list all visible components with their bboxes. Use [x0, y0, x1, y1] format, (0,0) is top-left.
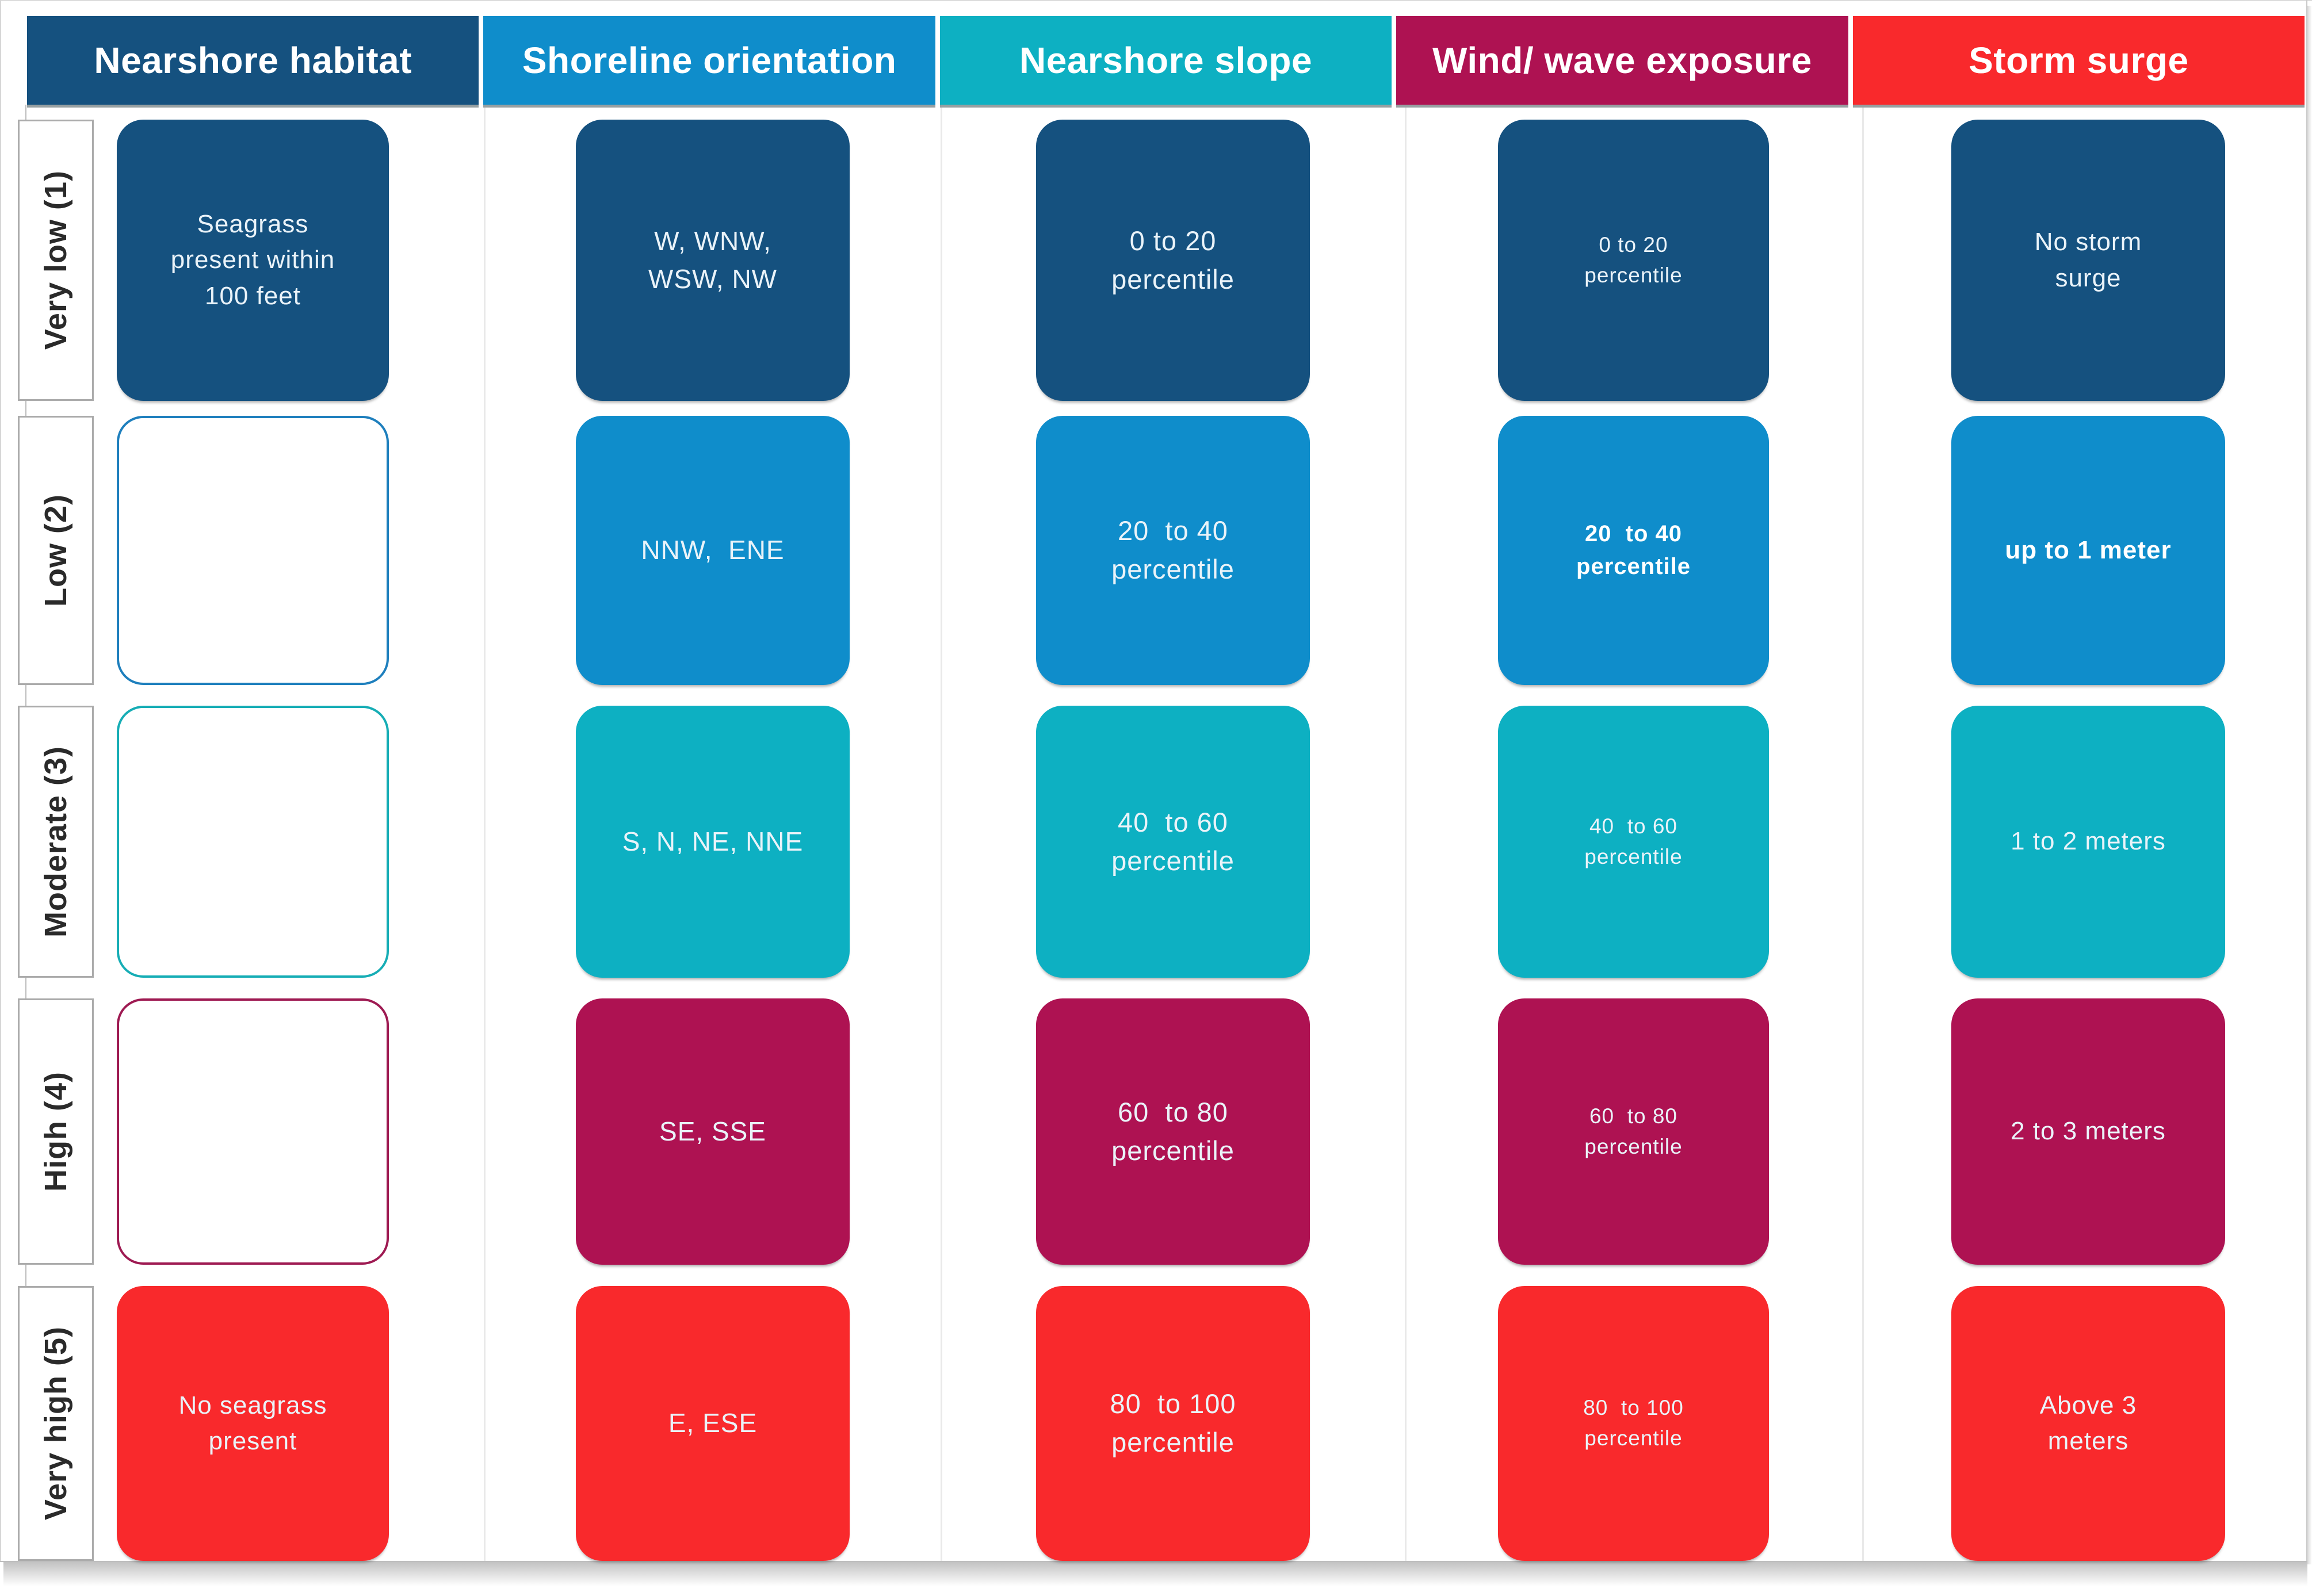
cell-text: 0 to 20 percentile: [1111, 225, 1235, 294]
row-label-very-low: Very low (1): [18, 120, 94, 401]
cell-storm-surge-very-high: Above 3 meters: [1951, 1286, 2225, 1561]
header-row: Nearshore habitat Shoreline orientation …: [27, 16, 2305, 105]
column-divider: [941, 105, 942, 1562]
cell-nearshore-slope-very-high: 80 to 100 percentile: [1036, 1286, 1310, 1561]
row-label-text: Moderate (3): [39, 745, 73, 938]
column-header-nearshore-habitat: Nearshore habitat: [27, 16, 479, 105]
row-label-low: Low (2): [18, 416, 94, 685]
column-divider: [1405, 105, 1407, 1562]
cell-nearshore-habitat-very-low: Seagrass present within 100 feet: [117, 120, 389, 401]
page-edge-right: [2306, 0, 2307, 1562]
cell-nearshore-slope-high: 60 to 80 percentile: [1036, 998, 1310, 1265]
cell-text: up to 1 meter: [2005, 535, 2172, 564]
cell-text: NNW, ENE: [641, 535, 785, 565]
row-label-text: Very high (5): [39, 1326, 73, 1521]
cell-wind-wave-exposure-very-high: 80 to 100 percentile: [1498, 1286, 1769, 1561]
cell-text: 40 to 60 percentile: [1584, 814, 1683, 868]
cell-nearshore-habitat-high-empty: [117, 998, 389, 1265]
cell-text: 20 to 40 percentile: [1576, 521, 1691, 579]
column-header-storm-surge: Storm surge: [1852, 16, 2305, 105]
cell-text: 60 to 80 percentile: [1111, 1096, 1235, 1166]
cell-text: No storm surge: [2034, 228, 2142, 292]
cell-storm-surge-high: 2 to 3 meters: [1951, 998, 2225, 1265]
column-divider: [1862, 105, 1864, 1562]
row-label-very-high: Very high (5): [18, 1286, 94, 1561]
row-label-text: Very low (1): [39, 170, 73, 350]
page-edge-top: [0, 0, 2312, 1]
cell-text: 80 to 100 percentile: [1110, 1388, 1236, 1457]
cell-wind-wave-exposure-very-low: 0 to 20 percentile: [1498, 120, 1769, 401]
cell-text: SE, SSE: [659, 1116, 766, 1146]
column-header-label: Storm surge: [1969, 40, 2189, 81]
cell-text: 60 to 80 percentile: [1584, 1104, 1683, 1158]
cell-storm-surge-moderate: 1 to 2 meters: [1951, 706, 2225, 978]
cell-text: 0 to 20 percentile: [1584, 232, 1683, 287]
cell-text: 80 to 100 percentile: [1583, 1396, 1684, 1450]
cell-shoreline-orientation-very-high: E, ESE: [576, 1286, 850, 1561]
cell-text: 1 to 2 meters: [2011, 827, 2166, 856]
cell-text: 40 to 60 percentile: [1111, 806, 1235, 876]
cell-text: Seagrass present within 100 feet: [170, 209, 335, 310]
cell-text: Above 3 meters: [2039, 1391, 2137, 1455]
cell-wind-wave-exposure-low: 20 to 40 percentile: [1498, 416, 1769, 685]
page-edge-left: [0, 0, 1, 1562]
cell-storm-surge-very-low: No storm surge: [1951, 120, 2225, 401]
page-edge-bottom: [0, 1561, 2307, 1562]
cell-storm-surge-low: up to 1 meter: [1951, 416, 2225, 685]
page-shadow-right: [2307, 6, 2312, 1564]
cell-nearshore-habitat-very-high: No seagrass present: [117, 1286, 389, 1561]
column-header-label: Nearshore habitat: [94, 40, 412, 81]
row-label-high: High (4): [18, 998, 94, 1265]
cell-shoreline-orientation-moderate: S, N, NE, NNE: [576, 706, 850, 978]
cell-shoreline-orientation-very-low: W, WNW, WSW, NW: [576, 120, 850, 401]
cell-text: 2 to 3 meters: [2011, 1117, 2166, 1146]
cell-wind-wave-exposure-high: 60 to 80 percentile: [1498, 998, 1769, 1265]
cell-nearshore-habitat-moderate-empty: [117, 706, 389, 978]
cell-nearshore-slope-low: 20 to 40 percentile: [1036, 416, 1310, 685]
column-header-label: Wind/ wave exposure: [1432, 40, 1812, 81]
row-label-text: High (4): [39, 1071, 73, 1192]
cell-shoreline-orientation-high: SE, SSE: [576, 998, 850, 1265]
cell-wind-wave-exposure-moderate: 40 to 60 percentile: [1498, 706, 1769, 978]
cell-text: E, ESE: [668, 1408, 758, 1438]
row-label-moderate: Moderate (3): [18, 706, 94, 978]
column-header-nearshore-slope: Nearshore slope: [939, 16, 1392, 105]
cell-text: 20 to 40 percentile: [1111, 515, 1235, 584]
page-shadow-bottom: [3, 1562, 2307, 1586]
cell-shoreline-orientation-low: NNW, ENE: [576, 416, 850, 685]
cell-text: S, N, NE, NNE: [622, 826, 804, 856]
column-header-shoreline-orientation: Shoreline orientation: [483, 16, 935, 105]
column-header-wind-wave-exposure: Wind/ wave exposure: [1396, 16, 1848, 105]
cell-text: No seagrass present: [178, 1391, 327, 1455]
cell-nearshore-slope-moderate: 40 to 60 percentile: [1036, 706, 1310, 978]
cell-text: W, WNW, WSW, NW: [648, 226, 778, 294]
row-label-text: Low (2): [39, 494, 73, 607]
column-header-label: Nearshore slope: [1019, 40, 1313, 81]
cell-nearshore-slope-very-low: 0 to 20 percentile: [1036, 120, 1310, 401]
column-header-label: Shoreline orientation: [522, 40, 897, 81]
column-divider: [484, 105, 486, 1562]
cell-nearshore-habitat-low-empty: [117, 416, 389, 685]
